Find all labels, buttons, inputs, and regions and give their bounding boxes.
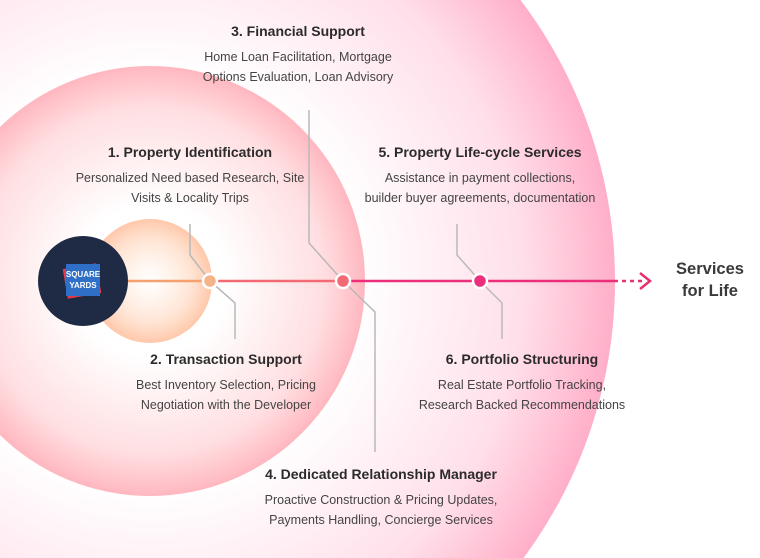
step-1-line-2: Visits & Locality Trips: [131, 191, 249, 205]
step-1-property-identification: 1. Property Identification Personalized …: [40, 144, 340, 208]
connector-5: [456, 224, 481, 282]
end-label-line1: Services: [676, 260, 744, 278]
connector-1: [189, 224, 211, 282]
node-3: [471, 272, 489, 290]
step-6-portfolio-structuring: 6. Portfolio Structuring Real Estate Por…: [372, 351, 672, 415]
step-5-line-1: Assistance in payment collections,: [384, 171, 576, 185]
connector-2: [209, 280, 236, 339]
step-2-line-2: Negotiation with the Developer: [140, 398, 312, 412]
logo-line1: SQUARE: [66, 270, 101, 279]
step-5-title: 5. Property Life-cycle Services: [378, 144, 582, 160]
connector-6: [479, 280, 503, 339]
end-label-line2: for Life: [682, 282, 738, 300]
step-5-life-cycle-services: 5. Property Life-cycle Services Assistan…: [330, 144, 630, 208]
square-yards-logo: SQUARE YARDS: [38, 236, 128, 326]
connectors: [189, 110, 503, 452]
step-4-title: 4. Dedicated Relationship Manager: [265, 466, 497, 482]
node-2: [334, 272, 352, 290]
connector-3: [308, 110, 344, 282]
node-1: [201, 272, 219, 290]
step-1-title: 1. Property Identification: [107, 144, 273, 160]
step-6-line-2: Research Backed Recommendations: [418, 398, 626, 412]
step-6-title: 6. Portfolio Structuring: [445, 351, 599, 367]
step-4-relationship-manager: 4. Dedicated Relationship Manager Proact…: [221, 466, 541, 530]
step-3-line-2: Options Evaluation, Loan Advisory: [202, 70, 394, 84]
arrow-head-icon: [639, 272, 653, 290]
step-3-financial-support: 3. Financial Support Home Loan Facilitat…: [148, 23, 448, 87]
step-2-line-1: Best Inventory Selection, Pricing: [136, 378, 316, 392]
step-1-line-1: Personalized Need based Research, Site: [75, 171, 305, 185]
step-6-line-1: Real Estate Portfolio Tracking,: [437, 378, 607, 392]
step-2-transaction-support: 2. Transaction Support Best Inventory Se…: [76, 351, 376, 415]
connector-4: [342, 280, 376, 452]
step-5-line-2: builder buyer agreements, documentation: [364, 191, 596, 205]
step-2-title: 2. Transaction Support: [150, 351, 302, 367]
step-4-line-1: Proactive Construction & Pricing Updates…: [264, 493, 498, 507]
step-4-line-2: Payments Handling, Concierge Services: [269, 513, 493, 527]
services-for-life-label: Services for Life: [660, 258, 760, 302]
step-3-title: 3. Financial Support: [231, 23, 365, 39]
logo-line2: YARDS: [69, 281, 97, 290]
step-3-line-1: Home Loan Facilitation, Mortgage: [204, 50, 392, 64]
